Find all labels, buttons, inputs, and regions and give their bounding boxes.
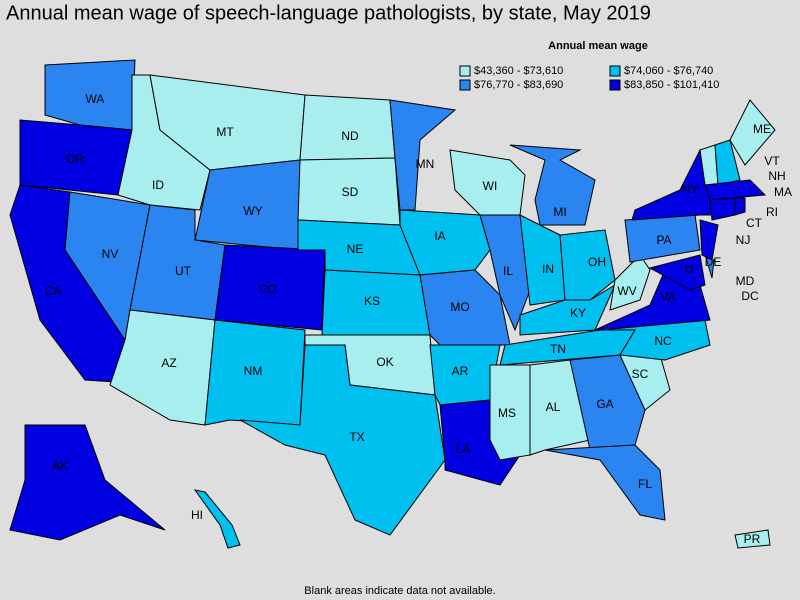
state-label: WA [86,92,105,106]
legend-label: $43,360 - $73,610 [474,65,563,77]
state-label: NH [768,169,785,183]
state [685,265,693,273]
state-label: FL [638,477,652,491]
state-label: CA [45,284,62,298]
state-label: OH [588,255,606,269]
state-label: LA [456,442,471,456]
state-label: WY [243,204,262,218]
state-label: MI [553,205,566,219]
state [544,444,666,521]
state [239,344,446,536]
state [734,197,746,216]
state-label: IN [542,262,554,276]
state-label: PR [744,532,761,546]
legend-label: $76,770 - $83,690 [474,79,563,91]
state-label: UT [175,264,192,278]
state-label: KY [570,306,586,320]
state-label: RI [766,205,778,219]
state-label: NJ [736,233,751,247]
state [489,364,531,461]
state [648,254,706,291]
state-label: AR [452,364,469,378]
footnote: Blank areas indicate data not available. [304,585,495,597]
state-label: NE [347,242,364,256]
state-label: TX [349,430,364,444]
state-label: SC [632,367,649,381]
state-label: VT [764,154,780,168]
state-label: AL [546,400,561,414]
state [734,529,771,549]
state [559,229,616,301]
state-label: VA [660,290,675,304]
state-label: DE [705,255,722,269]
legend-swatch [609,79,621,91]
state-label: MD [736,274,755,288]
state-label: MN [416,157,435,171]
state-label: HI [191,508,203,522]
state-label: ND [341,129,359,143]
legend-swatch [459,65,471,77]
state [729,99,776,166]
state-label: ME [753,122,771,136]
state-label: CO [259,282,277,296]
state-label: OR [66,152,84,166]
state [704,179,767,201]
state-label: CT [746,216,763,230]
state-label: IL [503,264,513,278]
state-label: TN [550,342,566,356]
state-label: DC [741,289,759,303]
state [705,257,715,279]
state-label: MO [450,300,469,314]
state-label: AK [52,459,68,473]
state-label: IA [434,229,445,243]
state-label: GA [596,397,613,411]
map-title: Annual mean wage of speech-language path… [6,2,651,24]
state [509,144,596,226]
state-label: PA [656,233,671,247]
legend-title: Annual mean wage [548,40,648,52]
legend-label: $74,060 - $76,740 [624,65,713,77]
state [9,424,166,541]
legend-swatch [459,79,471,91]
state-label: SD [342,185,359,199]
state-label: NM [244,364,263,378]
state [569,354,646,451]
state-label: NV [102,247,119,261]
state [714,139,741,186]
state-label: AZ [161,356,176,370]
state-label: NC [654,334,672,348]
state [389,99,457,211]
state-label: MS [498,406,516,420]
legend-label: $83,850 - $101,410 [624,79,719,91]
state-label: NY [682,182,699,196]
state-label: WV [617,284,636,298]
state-label: MT [216,125,234,139]
state [299,94,396,161]
legend-swatch [609,65,621,77]
state-label: WI [483,179,498,193]
state-label: KS [364,294,380,308]
state-label: ID [152,178,164,192]
state-label: OK [376,355,393,369]
state-label: MA [774,185,792,199]
state [193,489,241,549]
